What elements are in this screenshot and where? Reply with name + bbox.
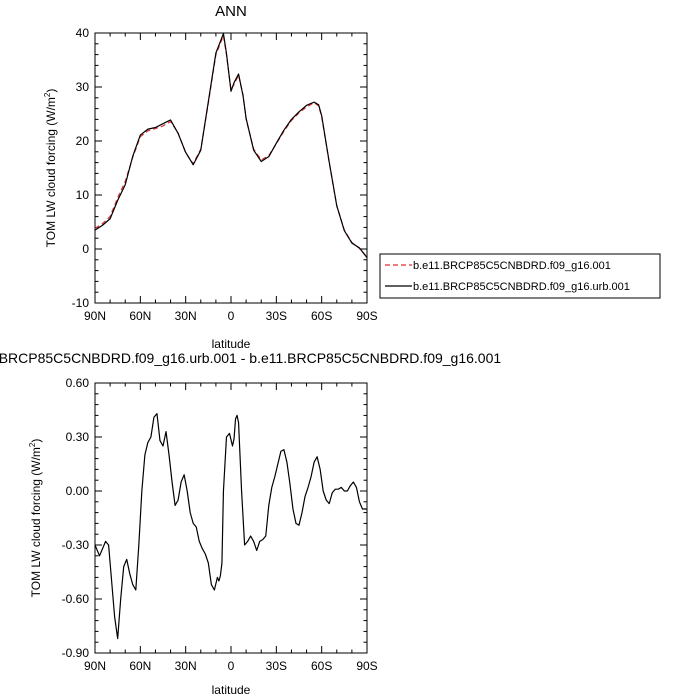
bottom-series-group: [94, 413, 367, 640]
bottom-x-tick-label-1: 60N: [129, 659, 151, 673]
top-x-tick-label-1: 60N: [129, 309, 151, 323]
top-x-tick-label-2: 30N: [175, 309, 197, 323]
bottom-x-tick-label-6: 90S: [356, 659, 377, 673]
top-x-tick-label-5: 60S: [311, 309, 332, 323]
bottom-y-axis-label-sup: 2: [28, 442, 37, 447]
bottom-series-line-1: [94, 413, 367, 640]
bottom-y-axis-label: TOM LW cloud forcing (W/m2): [28, 439, 43, 598]
top-y-axis-label-sup: 2: [43, 92, 52, 97]
top-x-tick-label-3: 0: [228, 309, 235, 323]
top-axis-ticks: 90N 60N 30N 0 30S 60S 90S -10 0 10 20 30 40: [72, 26, 378, 323]
bottom-y-axis-label-end: ): [29, 439, 43, 443]
top-plot-frame: [94, 32, 368, 304]
top-y-tick-label-2: 10: [76, 188, 90, 202]
top-chart-title: ANN: [215, 3, 247, 20]
legend-label-series-1: b.e11.BRCP85C5CNBDRD.f09_g16.001: [413, 260, 611, 272]
top-y-axis-label-end: ): [44, 89, 58, 93]
top-y-tick-label-4: 30: [76, 80, 90, 94]
legend-label-series-2: b.e11.BRCP85C5CNBDRD.f09_g16.urb.001: [413, 281, 630, 293]
legend-box: [379, 253, 661, 299]
top-x-tick-label-0: 90N: [84, 309, 106, 323]
top-x-axis-label: latitude: [212, 337, 251, 351]
top-y-tick-label-5: 40: [76, 26, 90, 40]
bottom-x-axis-label: latitude: [212, 683, 251, 697]
bottom-y-tick-label-0: -0.90: [62, 646, 90, 660]
bottom-y-tick-label-1: -0.60: [62, 592, 90, 606]
top-y-tick-label-0: -10: [72, 296, 90, 310]
bottom-chart-title: b.e11.BRCP85C5CNBDRD.f09_g16.urb.001 - b…: [0, 350, 501, 366]
bottom-axis-ticks: 90N 60N 30N 0 30S 60S 90S -0.90 -0.60 -0.30 0.00 0.…: [62, 376, 378, 673]
top-x-tick-label-6: 90S: [356, 309, 377, 323]
bottom-x-tick-label-3: 0: [228, 659, 235, 673]
bottom-plot-frame: [94, 382, 368, 654]
top-panel: ANN 90N 60N 30N 0 30S 60S 90S -10 0 10 20 30 40 lati…: [43, 3, 661, 351]
top-y-axis-label-main: TOM LW cloud forcing (W/m: [44, 97, 58, 247]
bottom-panel: b.e11.BRCP85C5CNBDRD.f09_g16.urb.001 - b…: [0, 350, 501, 697]
bottom-x-tick-label-0: 90N: [84, 659, 106, 673]
bottom-y-tick-label-3: 0.00: [66, 484, 90, 498]
top-y-axis-label: TOM LW cloud forcing (W/m2): [43, 89, 58, 248]
bottom-y-tick-label-4: 0.30: [66, 430, 90, 444]
bottom-x-tick-label-4: 30S: [266, 659, 287, 673]
top-series-line-2: [94, 32, 368, 259]
top-y-tick-label-3: 20: [76, 134, 90, 148]
bottom-y-tick-label-2: -0.30: [62, 538, 90, 552]
top-y-tick-label-1: 0: [82, 242, 89, 256]
top-series-group: [94, 32, 368, 259]
bottom-y-tick-label-5: 0.60: [66, 376, 90, 390]
bottom-y-axis-label-main: TOM LW cloud forcing (W/m: [29, 447, 43, 597]
top-x-tick-label-4: 30S: [266, 309, 287, 323]
legend: b.e11.BRCP85C5CNBDRD.f09_g16.001 b.e11.B…: [379, 253, 661, 299]
bottom-x-tick-label-2: 30N: [175, 659, 197, 673]
bottom-x-tick-label-5: 60S: [311, 659, 332, 673]
